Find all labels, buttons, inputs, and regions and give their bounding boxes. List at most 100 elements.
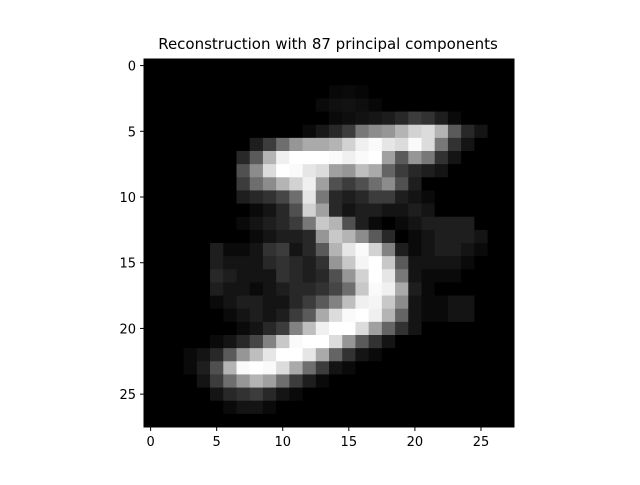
heatmap-cell [355,98,369,112]
heatmap-cell [329,309,343,323]
heatmap-cell [263,112,277,126]
heatmap-cell [395,374,409,388]
heatmap-cell [157,282,171,296]
heatmap-cell [382,243,396,257]
heatmap-cell [197,309,211,323]
heatmap-cell [237,230,251,244]
heatmap-cell [448,256,462,270]
heatmap-cell [276,217,290,231]
heatmap-cell [422,309,436,323]
heatmap-cell [184,256,198,270]
heatmap-cell [263,190,277,204]
heatmap-cell [237,309,251,323]
heatmap-cell [263,243,277,257]
heatmap-cell [355,59,369,73]
heatmap-cell [435,335,449,349]
heatmap-cell [355,112,369,126]
heatmap-cell [223,190,237,204]
heatmap-cell [223,98,237,112]
heatmap-cell [303,138,317,152]
heatmap-cell [184,361,198,375]
heatmap-cell [461,374,475,388]
heatmap-cell [184,269,198,283]
heatmap-cell [448,348,462,362]
heatmap-cell [448,335,462,349]
heatmap-cell [355,217,369,231]
heatmap-cell [408,243,422,257]
heatmap-cell [263,388,277,402]
heatmap-cell [157,59,171,73]
heatmap-cell [329,296,343,310]
heatmap-cell [501,243,515,257]
y-tick-label: 5 [128,125,136,140]
heatmap-cell [435,256,449,270]
heatmap-cell [250,164,264,178]
heatmap-cell [263,282,277,296]
heatmap-cell [501,335,515,349]
heatmap-cell [501,230,515,244]
heatmap-cell [382,282,396,296]
heatmap-cell [223,256,237,270]
heatmap-cell [210,72,224,86]
heatmap-cell [144,98,158,112]
heatmap-cell [237,322,251,336]
heatmap-cell [369,164,383,178]
heatmap-cell [316,335,330,349]
heatmap-cell [408,230,422,244]
heatmap-cell [382,72,396,86]
heatmap-cell [303,361,317,375]
heatmap-cell [461,112,475,126]
heatmap-cell [289,125,303,139]
heatmap-cell [263,72,277,86]
heatmap-cell [488,98,502,112]
heatmap-cell [289,282,303,296]
heatmap-cell [237,269,251,283]
heatmap-cell [435,125,449,139]
y-tick-label: 25 [119,388,136,403]
heatmap-cell [223,112,237,126]
heatmap-cell [170,125,184,139]
heatmap-cell [197,296,211,310]
heatmap-cell [355,361,369,375]
heatmap-cell [316,256,330,270]
heatmap-cell [303,269,317,283]
heatmap-cell [488,322,502,336]
heatmap-cell [210,401,224,415]
heatmap-cell [223,204,237,218]
heatmap-cell [289,59,303,73]
heatmap-cell [408,374,422,388]
y-axis: 0 5 10 15 20 25 [119,60,144,404]
heatmap-cell [170,361,184,375]
heatmap-cell [237,414,251,428]
heatmap-cell [210,164,224,178]
heatmap-cell [461,98,475,112]
heatmap-cell [474,374,488,388]
heatmap-cell [210,335,224,349]
heatmap-cell [488,151,502,165]
heatmap-cell [170,112,184,126]
heatmap-cell [435,401,449,415]
heatmap-cell [276,138,290,152]
heatmap-cell [488,401,502,415]
heatmap-cell [316,112,330,126]
heatmap-cell [435,151,449,165]
heatmap-cell [329,72,343,86]
heatmap-cell [474,309,488,323]
heatmap-cell [395,335,409,349]
heatmap-cell [408,72,422,86]
heatmap-cell [422,190,436,204]
heatmap-cell [501,59,515,73]
heatmap-cell [474,414,488,428]
heatmap-cell [157,243,171,257]
heatmap-cell [303,217,317,231]
heatmap-cell [355,256,369,270]
heatmap-cell [342,374,356,388]
heatmap-cell [501,190,515,204]
heatmap-cell [276,190,290,204]
heatmap-cell [382,230,396,244]
heatmap-cell [250,85,264,99]
x-tick-label: 10 [274,435,291,450]
heatmap-cell [474,401,488,415]
heatmap-cell [369,98,383,112]
heatmap-cell [144,322,158,336]
